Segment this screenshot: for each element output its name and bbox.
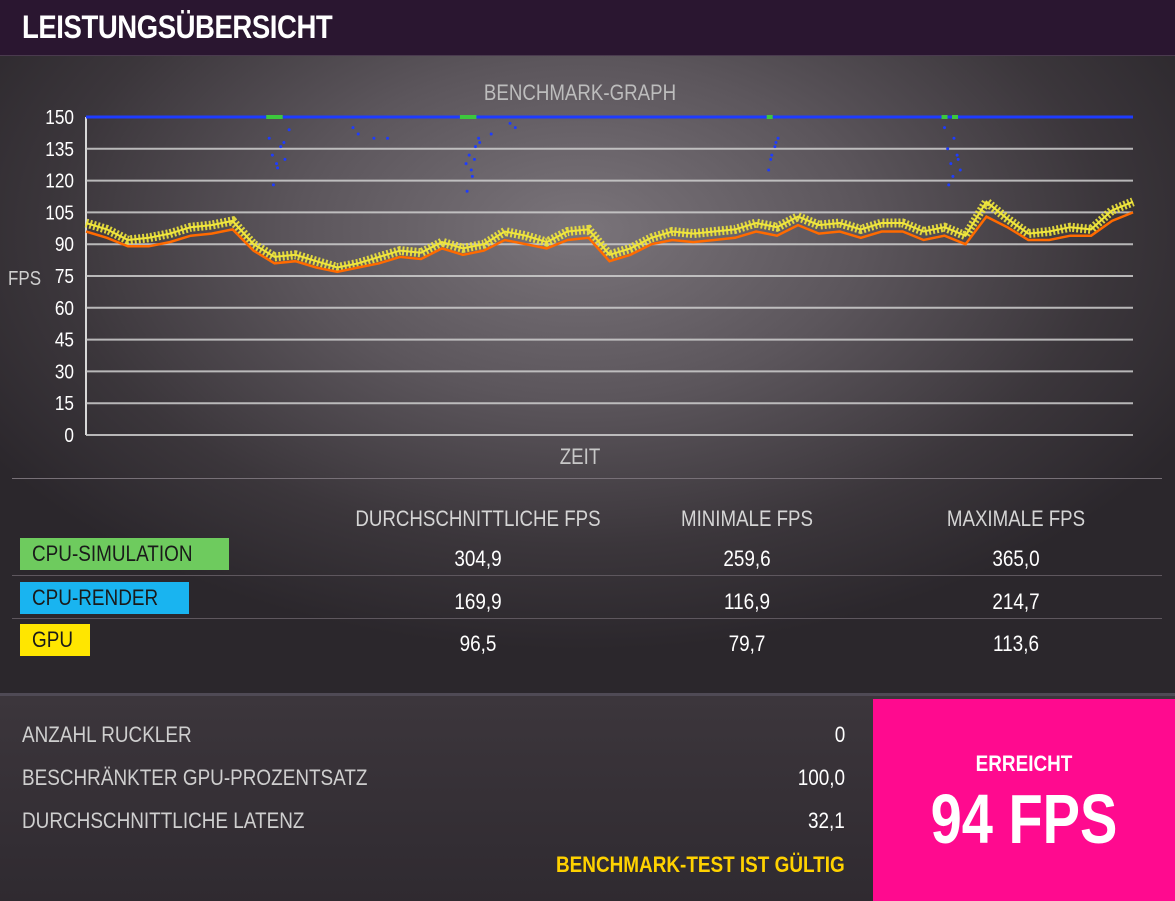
scatter-point-cpu-render [283, 157, 287, 161]
scatter-point-cpu-simulation [465, 115, 472, 119]
result-fps-value: 94 FPS [930, 780, 1118, 858]
scatter-point-cpu-simulation [459, 115, 466, 119]
scatter-point-cpu-render [267, 136, 271, 140]
y-tick-label: 0 [64, 424, 74, 447]
scatter-point-cpu-render [372, 136, 376, 140]
scatter-point-cpu-render [770, 153, 774, 157]
scatter-point-cpu-render [275, 162, 279, 166]
header-bar: LEISTUNGSÜBERSICHT [0, 0, 1175, 56]
scatter-point-cpu-render [270, 153, 274, 157]
scatter-point-cpu-render [946, 147, 950, 151]
scatter-point-cpu-render [478, 140, 482, 144]
scatter-point-cpu-render [472, 157, 476, 161]
row-label-gpu: GPU [20, 624, 90, 656]
y-tick-label: 105 [45, 201, 74, 224]
scatter-point-cpu-simulation [766, 115, 773, 119]
cpu-render-max-fps: 214,7 [992, 589, 1040, 614]
cpu-simulation-max-fps: 365,0 [992, 546, 1040, 571]
scatter-point-cpu-render [465, 189, 469, 193]
scatter-point-cpu-simulation [266, 115, 273, 119]
scatter-point-cpu-render [955, 153, 959, 157]
scatter-point-cpu-render [386, 136, 390, 140]
scatter-point-cpu-render [477, 136, 481, 140]
scatter-point-cpu-render [271, 183, 275, 187]
scatter-point-cpu-render [287, 128, 291, 132]
result-label: ERREICHT [975, 751, 1073, 776]
column-header-average-fps: DURCHSCHNITTLICHE FPS [355, 506, 601, 531]
scatter-point-cpu-render [767, 168, 771, 172]
scatter-point-cpu-render [489, 132, 493, 136]
stat-value-average-latency: 32,1 [808, 808, 845, 833]
stat-value-gpu-bound-percentage: 100,0 [797, 765, 845, 790]
y-tick-label: 150 [45, 106, 74, 129]
scatter-point-cpu-render [773, 145, 777, 149]
scatter-point-cpu-render [949, 162, 953, 166]
scatter-point-cpu-render [279, 145, 283, 149]
chart-x-axis-label: ZEIT [559, 444, 601, 469]
scatter-point-cpu-render [956, 157, 960, 161]
gpu-average-fps: 96,5 [459, 631, 497, 656]
cpu-render-min-fps: 116,9 [724, 589, 770, 614]
scatter-point-cpu-render [276, 166, 280, 170]
y-tick-label: 15 [55, 392, 74, 415]
row-divider [12, 575, 1162, 576]
row-label-cpu-simulation: CPU-SIMULATION [20, 538, 229, 570]
scatter-point-cpu-render [469, 168, 473, 172]
scatter-point-cpu-render [470, 174, 474, 178]
scatter-point-cpu-render [508, 121, 512, 125]
scatter-point-cpu-simulation [470, 115, 477, 119]
benchmark-validity-status: BENCHMARK-TEST IST GÜLTIG [556, 852, 845, 877]
cpu-render-average-fps: 169,9 [454, 589, 502, 614]
stat-value-stutter-count: 0 [834, 722, 845, 747]
y-tick-label: 30 [55, 360, 74, 383]
y-tick-label: 45 [55, 328, 74, 351]
scatter-point-cpu-simulation [952, 115, 959, 119]
row-label-cpu-render: CPU-RENDER [20, 582, 189, 614]
chart-title: BENCHMARK-GRAPH [483, 80, 677, 105]
scatter-point-cpu-render [952, 136, 956, 140]
scatter-point-cpu-render [943, 126, 947, 130]
chart-y-axis-label: FPS [8, 268, 42, 290]
column-header-min-fps: MINIMALE FPS [681, 506, 813, 531]
gpu-min-fps: 79,7 [728, 631, 766, 656]
scatter-point-cpu-render [958, 168, 962, 172]
stat-label-stutter-count: ANZAHL RUCKLER [22, 722, 192, 747]
scatter-point-cpu-render [464, 162, 468, 166]
y-tick-label: 75 [55, 265, 74, 288]
scatter-point-cpu-render [356, 132, 360, 136]
y-tick-label: 90 [55, 233, 74, 256]
scatter-point-cpu-render [951, 174, 955, 178]
stat-label-average-latency: DURCHSCHNITTLICHE LATENZ [22, 808, 305, 833]
scatter-point-cpu-render [282, 140, 286, 144]
cpu-simulation-min-fps: 259,6 [723, 546, 771, 571]
cpu-simulation-average-fps: 304,9 [454, 546, 502, 571]
scatter-point-cpu-render [774, 140, 778, 144]
page-title: LEISTUNGSÜBERSICHT [22, 9, 333, 45]
scatter-point-cpu-simulation [271, 115, 278, 119]
scatter-point-cpu-render [947, 183, 951, 187]
scatter-point-cpu-simulation [276, 115, 283, 119]
scatter-point-cpu-render [467, 153, 471, 157]
series-line-gpu-core [85, 200, 1134, 269]
y-tick-label: 60 [55, 297, 74, 320]
section-divider [12, 478, 1162, 479]
result-badge: ERREICHT 94 FPS [873, 699, 1175, 901]
y-tick-label: 120 [45, 169, 74, 192]
row-divider [12, 618, 1162, 619]
scatter-point-cpu-render [513, 126, 517, 130]
scatter-point-cpu-render [473, 145, 477, 149]
scatter-point-cpu-simulation [941, 115, 948, 119]
series-line-gpu-frametime [85, 211, 1134, 274]
scatter-point-cpu-render [351, 126, 355, 130]
y-tick-label: 135 [45, 138, 74, 161]
scatter-point-cpu-render [776, 136, 780, 140]
column-header-max-fps: MAXIMALE FPS [946, 506, 1086, 531]
scatter-point-cpu-render [769, 157, 773, 161]
gpu-max-fps: 113,6 [993, 631, 1039, 656]
stat-label-gpu-bound-percentage: BESCHRÄNKTER GPU-PROZENTSATZ [22, 765, 368, 790]
